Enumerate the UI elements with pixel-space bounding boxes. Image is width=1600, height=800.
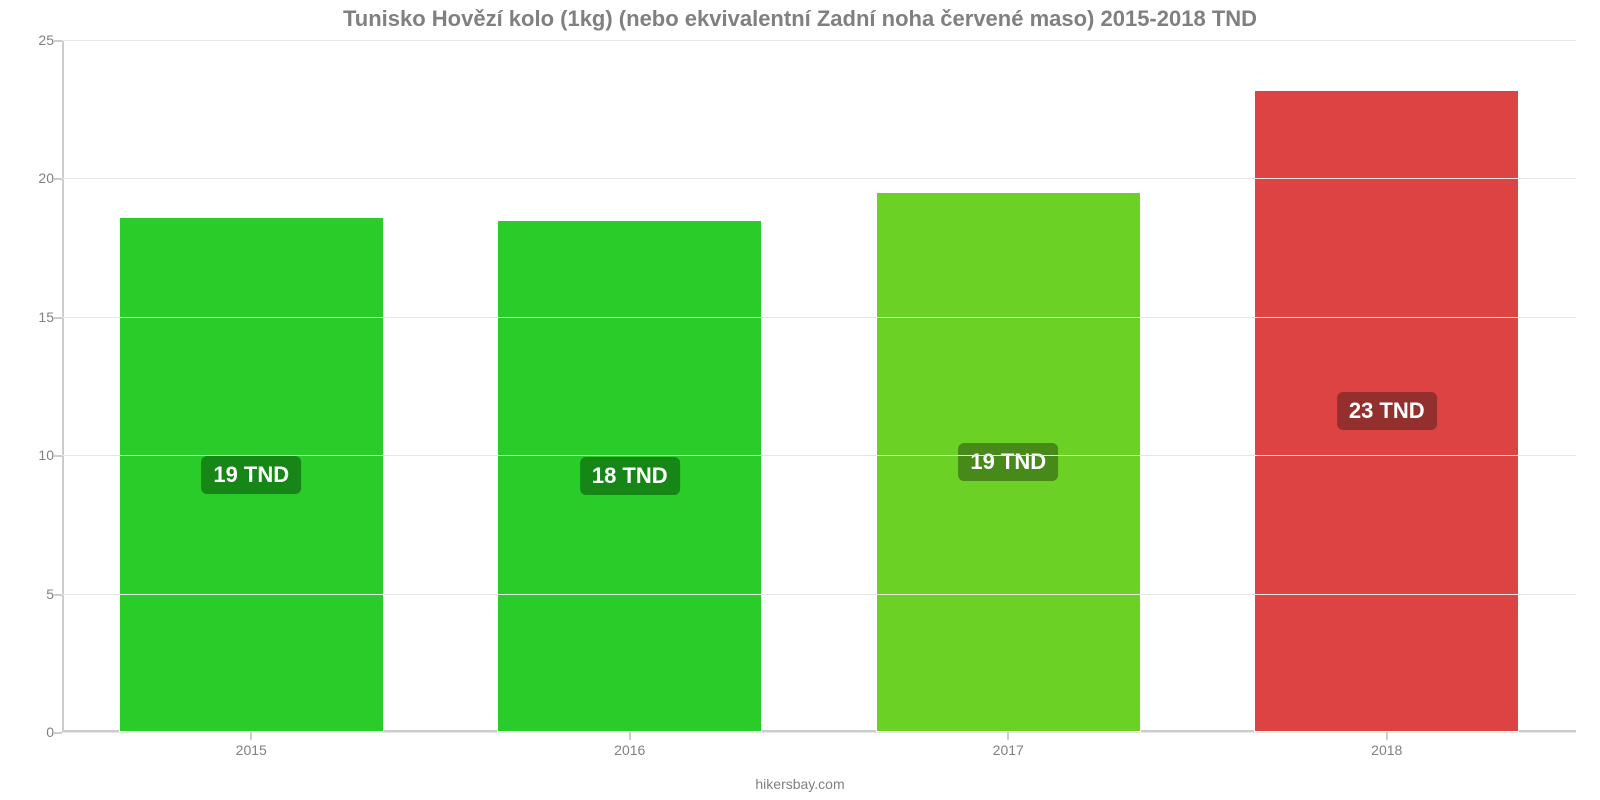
chart-credit: hikersbay.com — [0, 776, 1600, 792]
bars-layer: 19 TND 18 TND 19 TND 23 TND — [62, 40, 1576, 732]
grid-line — [62, 455, 1576, 456]
x-tick-label: 2018 — [1371, 742, 1402, 758]
y-axis-tick — [54, 455, 62, 457]
y-axis-tick — [54, 178, 62, 180]
y-axis-tick — [54, 594, 62, 596]
bar-value-label: 19 TND — [958, 443, 1058, 481]
x-tick-label: 2016 — [614, 742, 645, 758]
bar-value-label: 18 TND — [580, 457, 680, 495]
bar: 18 TND — [497, 220, 762, 732]
x-tick-label: 2015 — [236, 742, 267, 758]
bar: 19 TND — [119, 217, 384, 732]
bar: 19 TND — [876, 192, 1141, 732]
grid-line — [62, 594, 1576, 595]
chart-container: Tunisko Hovězí kolo (1kg) (nebo ekvivale… — [0, 0, 1600, 800]
chart-title: Tunisko Hovězí kolo (1kg) (nebo ekvivale… — [0, 0, 1600, 38]
x-axis-tick — [1386, 732, 1388, 740]
x-axis-tick — [629, 732, 631, 740]
bar-value-label: 23 TND — [1337, 392, 1437, 430]
x-axis-tick — [250, 732, 252, 740]
grid-line — [62, 732, 1576, 733]
x-tick-label: 2017 — [993, 742, 1024, 758]
y-tick-label: 10 — [38, 447, 54, 463]
plot-area: 19 TND18 TND19 TND23 TND 051015202520152… — [62, 40, 1576, 732]
grid-line — [62, 40, 1576, 41]
y-tick-label: 15 — [38, 309, 54, 325]
grid-line — [62, 178, 1576, 179]
y-tick-label: 25 — [38, 32, 54, 48]
y-axis-tick — [54, 732, 62, 734]
x-axis-tick — [1007, 732, 1009, 740]
bar-value-label: 19 TND — [201, 456, 301, 494]
bar: 23 TND — [1254, 90, 1519, 732]
grid-line — [62, 317, 1576, 318]
y-tick-label: 20 — [38, 170, 54, 186]
y-axis-tick — [54, 317, 62, 319]
y-tick-label: 5 — [46, 586, 54, 602]
y-axis-tick — [54, 40, 62, 42]
y-tick-label: 0 — [46, 724, 54, 740]
